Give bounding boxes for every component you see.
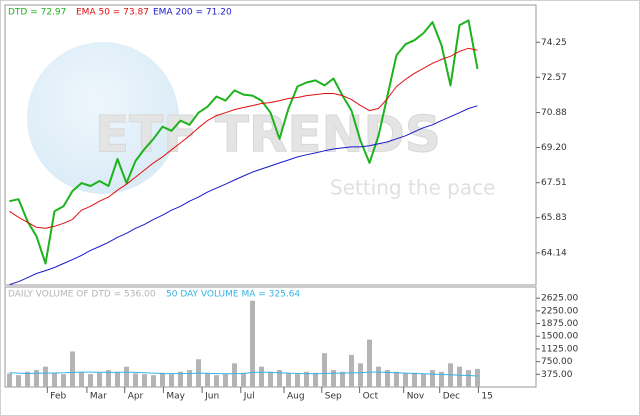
volume-bar bbox=[232, 363, 237, 387]
volume-bar bbox=[466, 370, 471, 387]
volume-bar bbox=[376, 366, 381, 387]
volume-bar bbox=[34, 370, 39, 387]
x-tick-label: Feb bbox=[50, 392, 66, 402]
volume-bar bbox=[412, 372, 417, 387]
volume-bar bbox=[88, 374, 93, 387]
legend-entry: EMA 200 = 71.20 bbox=[153, 8, 232, 18]
y-tick-label: 70.88 bbox=[541, 108, 567, 118]
legend-entry: EMA 50 = 73.87 bbox=[76, 8, 149, 18]
volume-bar bbox=[115, 371, 120, 387]
volume-bar bbox=[70, 351, 75, 387]
volume-bar bbox=[187, 370, 192, 387]
x-tick-label: Oct bbox=[363, 392, 379, 402]
volume-bar bbox=[304, 371, 309, 387]
volume-bar bbox=[169, 374, 174, 387]
volume-bar bbox=[52, 372, 57, 387]
x-tick-label: May bbox=[166, 392, 185, 402]
volume-bar bbox=[385, 370, 390, 387]
volume-bar bbox=[430, 370, 435, 387]
volume-bar bbox=[151, 375, 156, 387]
volume-bar bbox=[367, 339, 372, 387]
y-tick-label: 1875.00 bbox=[541, 319, 578, 329]
x-tick-label: Dec bbox=[443, 392, 460, 402]
volume-bar bbox=[322, 353, 327, 387]
volume-bar bbox=[241, 372, 246, 387]
volume-bar bbox=[205, 373, 210, 387]
volume-bar bbox=[358, 363, 363, 387]
x-tick-label: Jul bbox=[243, 392, 255, 402]
volume-bar bbox=[142, 374, 147, 387]
volume-bar bbox=[16, 375, 21, 387]
volume-bar bbox=[160, 372, 165, 387]
y-tick-label: 375.00 bbox=[541, 370, 573, 380]
x-tick-label: Sep bbox=[325, 392, 342, 402]
volume-bar bbox=[106, 370, 111, 387]
y-tick-label: 72.57 bbox=[541, 73, 567, 83]
legend-entry: DTD = 72.97 bbox=[8, 8, 66, 18]
volume-bar bbox=[133, 373, 138, 387]
x-tick-label: Apr bbox=[128, 392, 144, 402]
volume-bar bbox=[214, 375, 219, 387]
volume-bar bbox=[178, 371, 183, 387]
x-tick-label: Jun bbox=[204, 392, 219, 402]
series-line bbox=[9, 371, 478, 377]
volume-bar bbox=[124, 366, 129, 387]
volume-bar bbox=[349, 354, 354, 387]
volume-bar bbox=[475, 368, 480, 387]
volume-bar bbox=[268, 371, 273, 387]
series-line bbox=[9, 47, 478, 229]
y-tick-label: 2625.00 bbox=[541, 294, 578, 304]
legend-entry: 50 DAY VOLUME MA = 325.64 bbox=[166, 290, 300, 300]
volume-bar bbox=[25, 371, 30, 387]
volume-bar bbox=[7, 373, 12, 387]
y-tick-label: 69.20 bbox=[541, 143, 567, 153]
volume-bar bbox=[277, 370, 282, 387]
volume-bar bbox=[43, 366, 48, 387]
x-tick-label: Mar bbox=[90, 392, 107, 402]
y-tick-label: 64.14 bbox=[541, 248, 567, 258]
volume-bar bbox=[295, 374, 300, 387]
volume-bar bbox=[340, 371, 345, 387]
volume-bar bbox=[403, 373, 408, 387]
volume-bar bbox=[394, 371, 399, 387]
series-line bbox=[9, 105, 478, 286]
y-tick-label: 67.51 bbox=[541, 178, 567, 188]
volume-bar bbox=[223, 374, 228, 387]
y-tick-label: 74.25 bbox=[541, 38, 567, 48]
watermark-globe bbox=[27, 42, 179, 194]
x-tick-label: Nov bbox=[407, 392, 425, 402]
y-tick-label: 1125.00 bbox=[541, 344, 578, 354]
watermark-brand: ETF TRENDS bbox=[95, 106, 441, 164]
volume-bar bbox=[61, 374, 66, 387]
price-panel bbox=[4, 4, 537, 286]
volume-bar bbox=[457, 366, 462, 387]
volume-bar bbox=[79, 371, 84, 387]
x-tick-label: Aug bbox=[287, 392, 305, 402]
x-tick-label: 15 bbox=[481, 392, 492, 402]
volume-bar bbox=[331, 370, 336, 387]
volume-bar bbox=[259, 366, 264, 387]
y-tick-label: 1500.00 bbox=[541, 332, 578, 342]
watermark-tagline: Setting the pace bbox=[330, 176, 495, 200]
volume-bar bbox=[97, 372, 102, 387]
y-tick-label: 65.83 bbox=[541, 213, 567, 223]
volume-bar bbox=[250, 300, 255, 387]
y-tick-label: 750.00 bbox=[541, 357, 573, 367]
volume-bar bbox=[313, 372, 318, 387]
series-line bbox=[9, 19, 479, 265]
volume-bar bbox=[286, 373, 291, 387]
volume-bar bbox=[439, 371, 444, 387]
volume-bar bbox=[421, 374, 426, 387]
y-tick-label: 2250.00 bbox=[541, 306, 578, 316]
legend-entry: DAILY VOLUME OF DTD = 536.00 bbox=[8, 290, 156, 300]
